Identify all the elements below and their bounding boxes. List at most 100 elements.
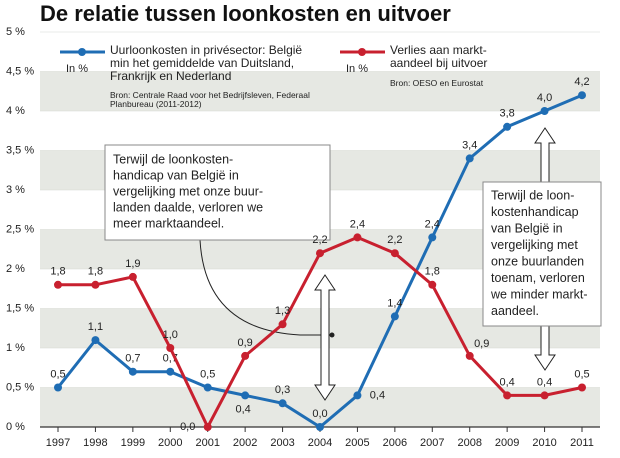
band <box>40 71 600 111</box>
y-tick-label: 4 % <box>6 105 25 117</box>
data-label: 4,0 <box>537 92 552 104</box>
data-point <box>54 383 62 392</box>
annotation-text: handicap van België in <box>113 168 239 182</box>
callout-line <box>199 239 332 336</box>
data-label: 0,4 <box>370 389 385 401</box>
annotation-text: meer marktaandeel. <box>113 216 224 230</box>
legend-source: Bron: Centrale Raad voor het Bedrijfslev… <box>110 90 310 110</box>
data-point <box>241 351 250 360</box>
x-tick-label: 2005 <box>345 437 369 449</box>
annotation-text: kostenhandicap <box>491 205 579 219</box>
double-arrow <box>314 274 336 401</box>
data-label: 1,8 <box>88 266 103 278</box>
data-label: 3,4 <box>462 139 477 151</box>
data-label: 1,3 <box>275 305 290 317</box>
x-tick-label: 2007 <box>420 437 444 449</box>
x-tick-label: 1998 <box>83 437 107 449</box>
x-tick-label: 2010 <box>532 437 556 449</box>
data-label: 0,9 <box>474 338 489 350</box>
legend-unit: In % <box>346 63 368 75</box>
data-point <box>128 272 137 281</box>
annotation-text: Terwijl de loonkosten- <box>113 152 233 166</box>
data-point <box>128 367 137 376</box>
legend-dot <box>78 48 86 56</box>
annotation-text: we minder markt- <box>490 287 588 301</box>
data-point <box>465 154 474 163</box>
data-point <box>203 423 212 431</box>
data-label: 0,4 <box>235 403 250 415</box>
data-point <box>278 320 287 329</box>
y-tick-label: 1 % <box>6 342 25 354</box>
y-tick-label: 3,5 % <box>6 144 34 156</box>
x-tick-label: 2003 <box>270 437 294 449</box>
annotation-box <box>482 181 602 327</box>
data-label: 0,0 <box>180 421 195 433</box>
data-label: 2,2 <box>387 234 402 246</box>
data-label: 3,8 <box>499 108 514 120</box>
annotation-text: vergelijking met onze buur- <box>113 184 263 198</box>
data-point <box>390 312 399 321</box>
data-label: 2,4 <box>425 218 440 230</box>
data-point <box>428 233 437 242</box>
data-label: 0,5 <box>200 368 215 380</box>
data-label: 0,0 <box>312 408 327 420</box>
x-tick-label: 2004 <box>308 437 332 449</box>
annotation-text: Terwijl de loon- <box>491 188 574 202</box>
data-point <box>166 367 175 376</box>
annotation-text: onze buurlanden <box>491 254 584 268</box>
data-point <box>503 391 512 400</box>
data-label: 0,4 <box>537 376 552 388</box>
data-label: 0,5 <box>574 368 589 380</box>
y-tick-label: 2 % <box>6 263 25 275</box>
annotation-box <box>104 144 331 241</box>
y-tick-label: 0 % <box>6 421 25 433</box>
y-tick-label: 2,5 % <box>6 223 34 235</box>
x-tick-label: 1999 <box>121 437 145 449</box>
x-tick-label: 2008 <box>457 437 481 449</box>
data-point <box>91 280 100 289</box>
data-label: 0,4 <box>499 376 514 388</box>
x-tick-label: 2011 <box>570 437 594 449</box>
data-label: 1,1 <box>88 321 103 333</box>
data-point <box>316 423 324 431</box>
annotation-text: van België in <box>491 221 563 235</box>
x-tick-label: 2002 <box>233 437 257 449</box>
data-point <box>578 383 586 392</box>
data-point <box>390 249 399 258</box>
x-tick-label: 2009 <box>495 437 519 449</box>
data-point <box>578 91 586 100</box>
legend-label: Verlies aan markt-aandeel bij uitvoer <box>390 43 488 71</box>
annotation-text: toenam, verloren <box>491 271 585 285</box>
x-tick-label: 2001 <box>195 437 219 449</box>
y-tick-label: 4,5 % <box>6 65 34 77</box>
y-tick-label: 5 % <box>6 26 25 38</box>
data-point <box>353 391 362 400</box>
y-tick-label: 1,5 % <box>6 302 34 314</box>
data-label: 0,3 <box>275 384 290 396</box>
annotation-text: vergelijking met <box>491 238 578 252</box>
data-point <box>203 383 212 392</box>
data-point <box>278 399 287 408</box>
data-label: 2,2 <box>312 234 327 246</box>
data-label: 0,7 <box>125 353 140 365</box>
data-point <box>91 336 100 345</box>
x-tick-label: 1997 <box>46 437 70 449</box>
chart-title: De relatie tussen loonkosten en uitvoer <box>40 1 451 26</box>
annotation-text: landen daalde, verloren we <box>113 200 263 214</box>
legend-label: Uurloonkosten in privésector: België min… <box>110 43 303 84</box>
data-label: 1,0 <box>163 329 178 341</box>
annotation-text: aandeel. <box>491 304 539 318</box>
data-label: 1,8 <box>425 266 440 278</box>
data-point <box>54 280 62 289</box>
data-point <box>540 107 549 115</box>
y-tick-label: 3 % <box>6 184 25 196</box>
data-point <box>166 344 175 352</box>
data-label: 0,9 <box>237 337 252 349</box>
data-label: 1,4 <box>387 297 402 309</box>
data-point <box>353 233 362 242</box>
legend-unit: In % <box>66 63 88 75</box>
legend-source: Bron: OESO en Eurostat <box>390 78 484 88</box>
data-label: 2,4 <box>350 218 365 230</box>
